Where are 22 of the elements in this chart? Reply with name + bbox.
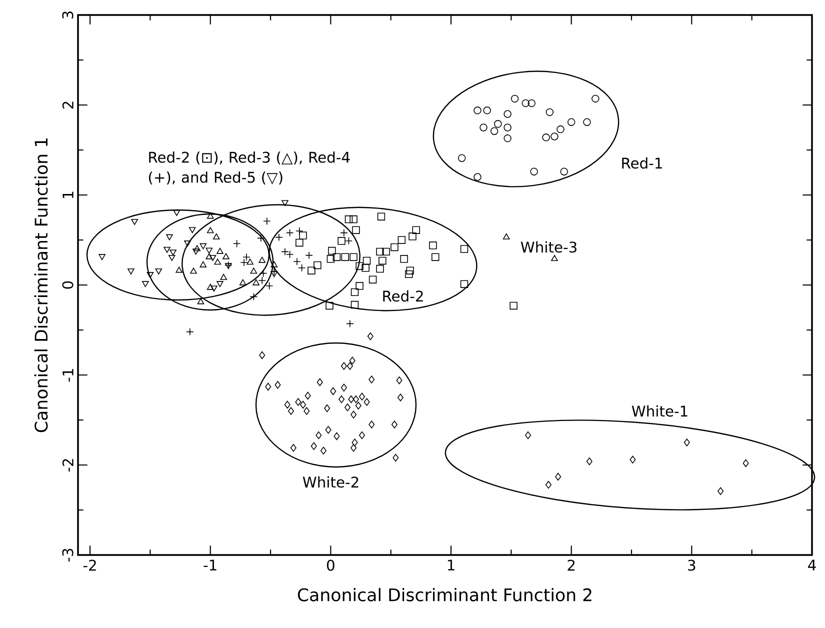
y-tick-label: 0	[62, 281, 74, 289]
y-tick-label: 1	[62, 192, 74, 198]
annotation: White-1	[632, 405, 688, 417]
annotation: Red-2	[383, 290, 423, 302]
x-tick-label: 1	[448, 560, 454, 570]
x-axis-title: Canonical Discriminant Function 2	[298, 588, 592, 602]
x-tick-label: -2	[83, 560, 96, 571]
y-tick-label: -3	[62, 548, 74, 562]
annotation: White-2	[302, 476, 358, 488]
y-tick-label: 3	[62, 12, 74, 19]
x-tick-label: -1	[204, 560, 216, 570]
x-tick-label: 4	[808, 560, 816, 570]
y-tick-label: 2	[62, 102, 74, 109]
annotation: White-3	[520, 241, 576, 253]
y-tick-label: -1	[62, 369, 74, 382]
y-axis-title: Canonical Discriminant Function 1	[34, 138, 48, 432]
x-tick-label: 3	[688, 560, 696, 571]
annotation: Red-1	[622, 157, 662, 169]
y-tick-label: -2	[62, 459, 74, 472]
annotation: Red-2 (⊡), Red-3 (△), Red-4 (+), and Red-5 (▽)	[148, 151, 350, 185]
x-tick-label: 2	[568, 560, 575, 571]
x-tick-label: 0	[326, 560, 334, 571]
